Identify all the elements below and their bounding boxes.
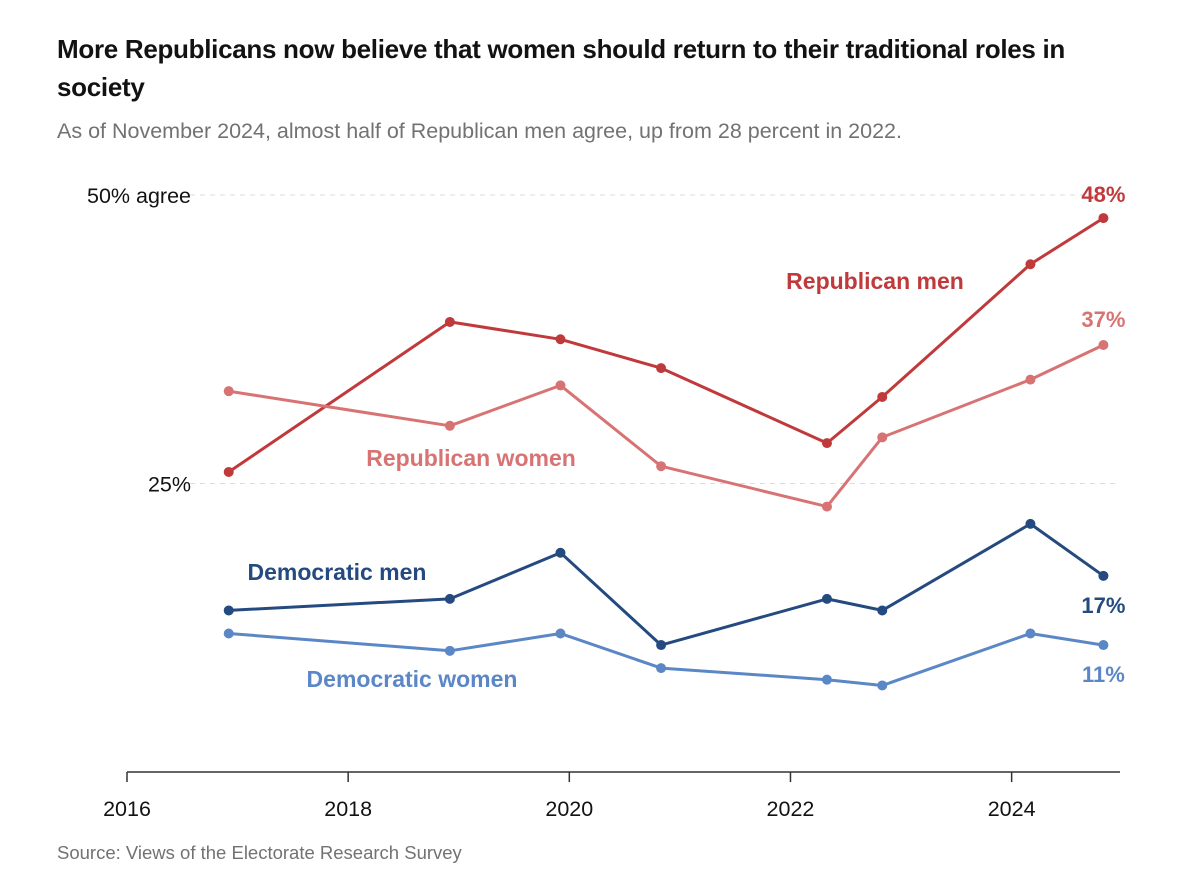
data-point-republican-women-2 xyxy=(555,380,566,391)
data-point-republican-men-0 xyxy=(223,466,234,477)
series-line-republican-women xyxy=(227,343,1105,509)
series-line-republican-men xyxy=(227,216,1105,474)
series-line-democratic-men xyxy=(227,522,1105,647)
data-point-republican-women-1 xyxy=(444,420,455,431)
x-tick-label-2016: 2016 xyxy=(103,797,151,821)
data-point-democratic-women-4 xyxy=(821,674,832,685)
data-point-democratic-women-5 xyxy=(877,680,888,691)
data-point-republican-men-5 xyxy=(877,391,888,402)
y-tick-label-25: 25% xyxy=(148,473,191,497)
data-point-democratic-men-2 xyxy=(555,547,566,558)
data-point-republican-men-4 xyxy=(821,438,832,449)
data-point-republican-men-6 xyxy=(1025,259,1036,270)
series-label-republican-women: Republican women xyxy=(366,445,576,471)
series-label-republican-men: Republican men xyxy=(786,268,964,294)
data-point-republican-women-7 xyxy=(1098,340,1109,351)
source-note: Source: Views of the Electorate Research… xyxy=(57,842,462,863)
end-value-label-republican-men: 48% xyxy=(1081,182,1125,207)
data-point-democratic-women-1 xyxy=(444,645,455,656)
data-point-democratic-women-0 xyxy=(223,628,234,639)
data-point-democratic-men-3 xyxy=(656,640,667,651)
data-point-democratic-men-4 xyxy=(821,593,832,604)
end-value-label-republican-women: 37% xyxy=(1081,307,1125,332)
data-point-republican-women-6 xyxy=(1025,374,1036,385)
end-value-label-democratic-women: 11% xyxy=(1082,662,1125,687)
data-point-democratic-men-1 xyxy=(444,593,455,604)
chart-title: More Republicans now believe that women … xyxy=(57,34,1066,102)
series-label-democratic-women: Democratic women xyxy=(307,666,518,692)
data-point-republican-men-1 xyxy=(444,316,455,327)
data-point-republican-women-3 xyxy=(656,461,667,472)
data-point-republican-men-3 xyxy=(656,363,667,374)
data-point-republican-women-4 xyxy=(821,501,832,512)
series-label-democratic-men: Democratic men xyxy=(248,559,427,585)
y-tick-label-50: 50% agree xyxy=(87,184,191,208)
data-point-republican-women-0 xyxy=(223,386,234,397)
data-point-republican-women-5 xyxy=(877,432,888,443)
chart-subtitle: As of November 2024, almost half of Repu… xyxy=(57,119,902,143)
x-tick-label-2022: 2022 xyxy=(767,797,815,821)
x-tick-label-2018: 2018 xyxy=(324,797,372,821)
data-point-democratic-men-7 xyxy=(1098,570,1109,581)
series-line-democratic-women xyxy=(227,632,1105,687)
data-point-republican-men-7 xyxy=(1098,213,1109,224)
data-point-democratic-women-2 xyxy=(555,628,566,639)
data-point-democratic-men-5 xyxy=(877,605,888,616)
end-value-label-democratic-men: 17% xyxy=(1081,593,1125,618)
x-tick-label-2024: 2024 xyxy=(988,797,1036,821)
data-point-democratic-women-6 xyxy=(1025,628,1036,639)
data-point-democratic-men-6 xyxy=(1025,518,1036,529)
data-point-democratic-men-0 xyxy=(223,605,234,616)
data-point-republican-men-2 xyxy=(555,334,566,345)
data-point-democratic-women-3 xyxy=(656,663,667,674)
x-tick-label-2020: 2020 xyxy=(545,797,593,821)
data-point-democratic-women-7 xyxy=(1098,640,1109,651)
